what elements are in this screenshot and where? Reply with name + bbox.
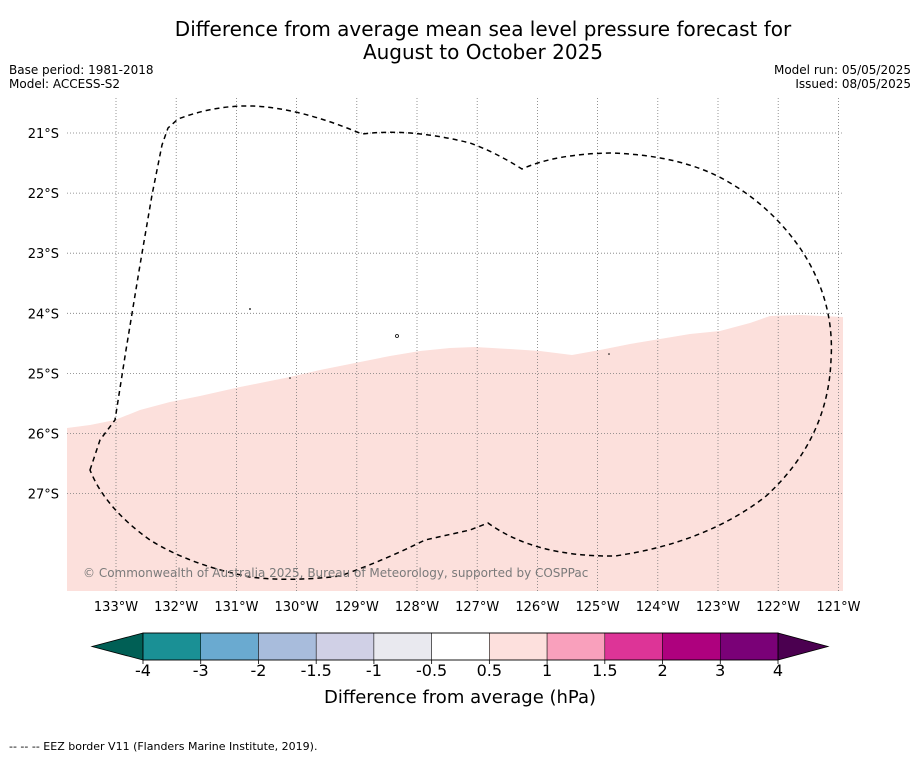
colorbar-tick-label: -1 xyxy=(366,661,382,680)
issued-date: Issued: 08/05/2025 xyxy=(795,77,911,91)
eez-border xyxy=(89,105,833,580)
colorbar-segment xyxy=(662,632,721,661)
colorbar-segment xyxy=(604,632,663,661)
colorbar-tick-label: 1 xyxy=(542,661,552,680)
latitude-label: 23°S xyxy=(28,247,59,262)
colorbar-over-arrow xyxy=(777,632,830,661)
colorbar-label: Difference from average (hPa) xyxy=(324,687,596,708)
longitude-label: 131°W xyxy=(214,600,258,615)
longitude-label: 123°W xyxy=(696,600,740,615)
title-line-1: Difference from average mean sea level p… xyxy=(174,17,792,41)
longitude-label: 122°W xyxy=(756,600,800,615)
anomaly-shaded-region xyxy=(67,315,843,591)
title-line-2: August to October 2025 xyxy=(362,40,604,64)
base-period: Base period: 1981-2018 xyxy=(9,63,154,77)
island-mark-1 xyxy=(249,308,251,310)
colorbar-segment xyxy=(546,632,606,661)
island-mark-2 xyxy=(395,334,399,338)
colorbar-tick-label: 0.5 xyxy=(477,661,502,680)
longitude-label: 133°W xyxy=(94,600,138,615)
colorbar-tick-label: 1.5 xyxy=(592,661,617,680)
longitude-label: 121°W xyxy=(816,600,860,615)
model-run-date: Model run: 05/05/2025 xyxy=(773,63,911,77)
colorbar-segment xyxy=(489,632,548,661)
longitude-label: 126°W xyxy=(515,600,559,615)
colorbar-segment xyxy=(200,632,259,661)
eez-footnote: -- -- -- EEZ border V11 (Flanders Marine… xyxy=(9,740,318,753)
run-info: Model run: 05/05/2025 Issued: 08/05/2025 xyxy=(774,63,911,91)
colorbar: -4 -3 -2 -1.5 -1 -0.5 0.5 1 1.5 2 3 4 Difference fr… xyxy=(90,632,830,708)
longitude-label: 128°W xyxy=(395,600,439,615)
colorbar-tick-label: -4 xyxy=(135,661,151,680)
colorbar-tick-label: -2 xyxy=(250,661,266,680)
colorbar-tick-label: 3 xyxy=(715,661,725,680)
colorbar-tick-label: -3 xyxy=(193,661,209,680)
longitude-label: 127°W xyxy=(455,600,499,615)
island-mark-4 xyxy=(608,353,610,355)
colorbar-segment xyxy=(431,632,490,661)
longitude-labels: 133°W 132°W 131°W 130°W 129°W 128°W 127°W 126°W… xyxy=(94,600,861,615)
latitude-label: 26°S xyxy=(28,428,59,443)
latitude-label: 24°S xyxy=(28,307,59,322)
latitude-label: 21°S xyxy=(28,127,59,142)
colorbar-segment xyxy=(373,632,432,661)
colorbar-segment xyxy=(720,632,779,661)
colorbar-tick-label: -0.5 xyxy=(416,661,447,680)
island-mark-3 xyxy=(289,377,291,379)
colorbar-segment xyxy=(258,632,317,661)
latitude-labels: 21°S 22°S 23°S 24°S 25°S 26°S 27°S xyxy=(28,127,59,503)
colorbar-under-arrow xyxy=(90,632,144,661)
base-info: Base period: 1981-2018 Model: ACCESS-S2 xyxy=(9,63,154,91)
colorbar-segment xyxy=(142,632,201,661)
longitude-label: 124°W xyxy=(636,600,680,615)
longitude-label: 129°W xyxy=(335,600,379,615)
copyright-text: © Commonwealth of Australia 2025, Bureau… xyxy=(83,566,588,580)
longitude-label: 130°W xyxy=(275,600,319,615)
colorbar-tick-label: 4 xyxy=(773,661,783,680)
colorbar-tick-label: 2 xyxy=(657,661,667,680)
colorbar-frame xyxy=(142,632,779,661)
graticule xyxy=(67,98,843,591)
map-figure: 21°S22°S23°S24°S25°S26°S27°S 133°W 132°W 1… xyxy=(28,98,861,708)
latitude-label: 27°S xyxy=(28,488,59,503)
latitude-label: 25°S xyxy=(28,367,59,382)
colorbar-tick-label: -1.5 xyxy=(301,661,332,680)
latitude-label: 22°S xyxy=(28,187,59,202)
longitude-label: 132°W xyxy=(154,600,198,615)
colorbar-segment xyxy=(315,632,375,661)
longitude-label: 125°W xyxy=(576,600,620,615)
map-title: Difference from average mean sea level p… xyxy=(0,18,919,64)
model-name: Model: ACCESS-S2 xyxy=(9,77,121,91)
